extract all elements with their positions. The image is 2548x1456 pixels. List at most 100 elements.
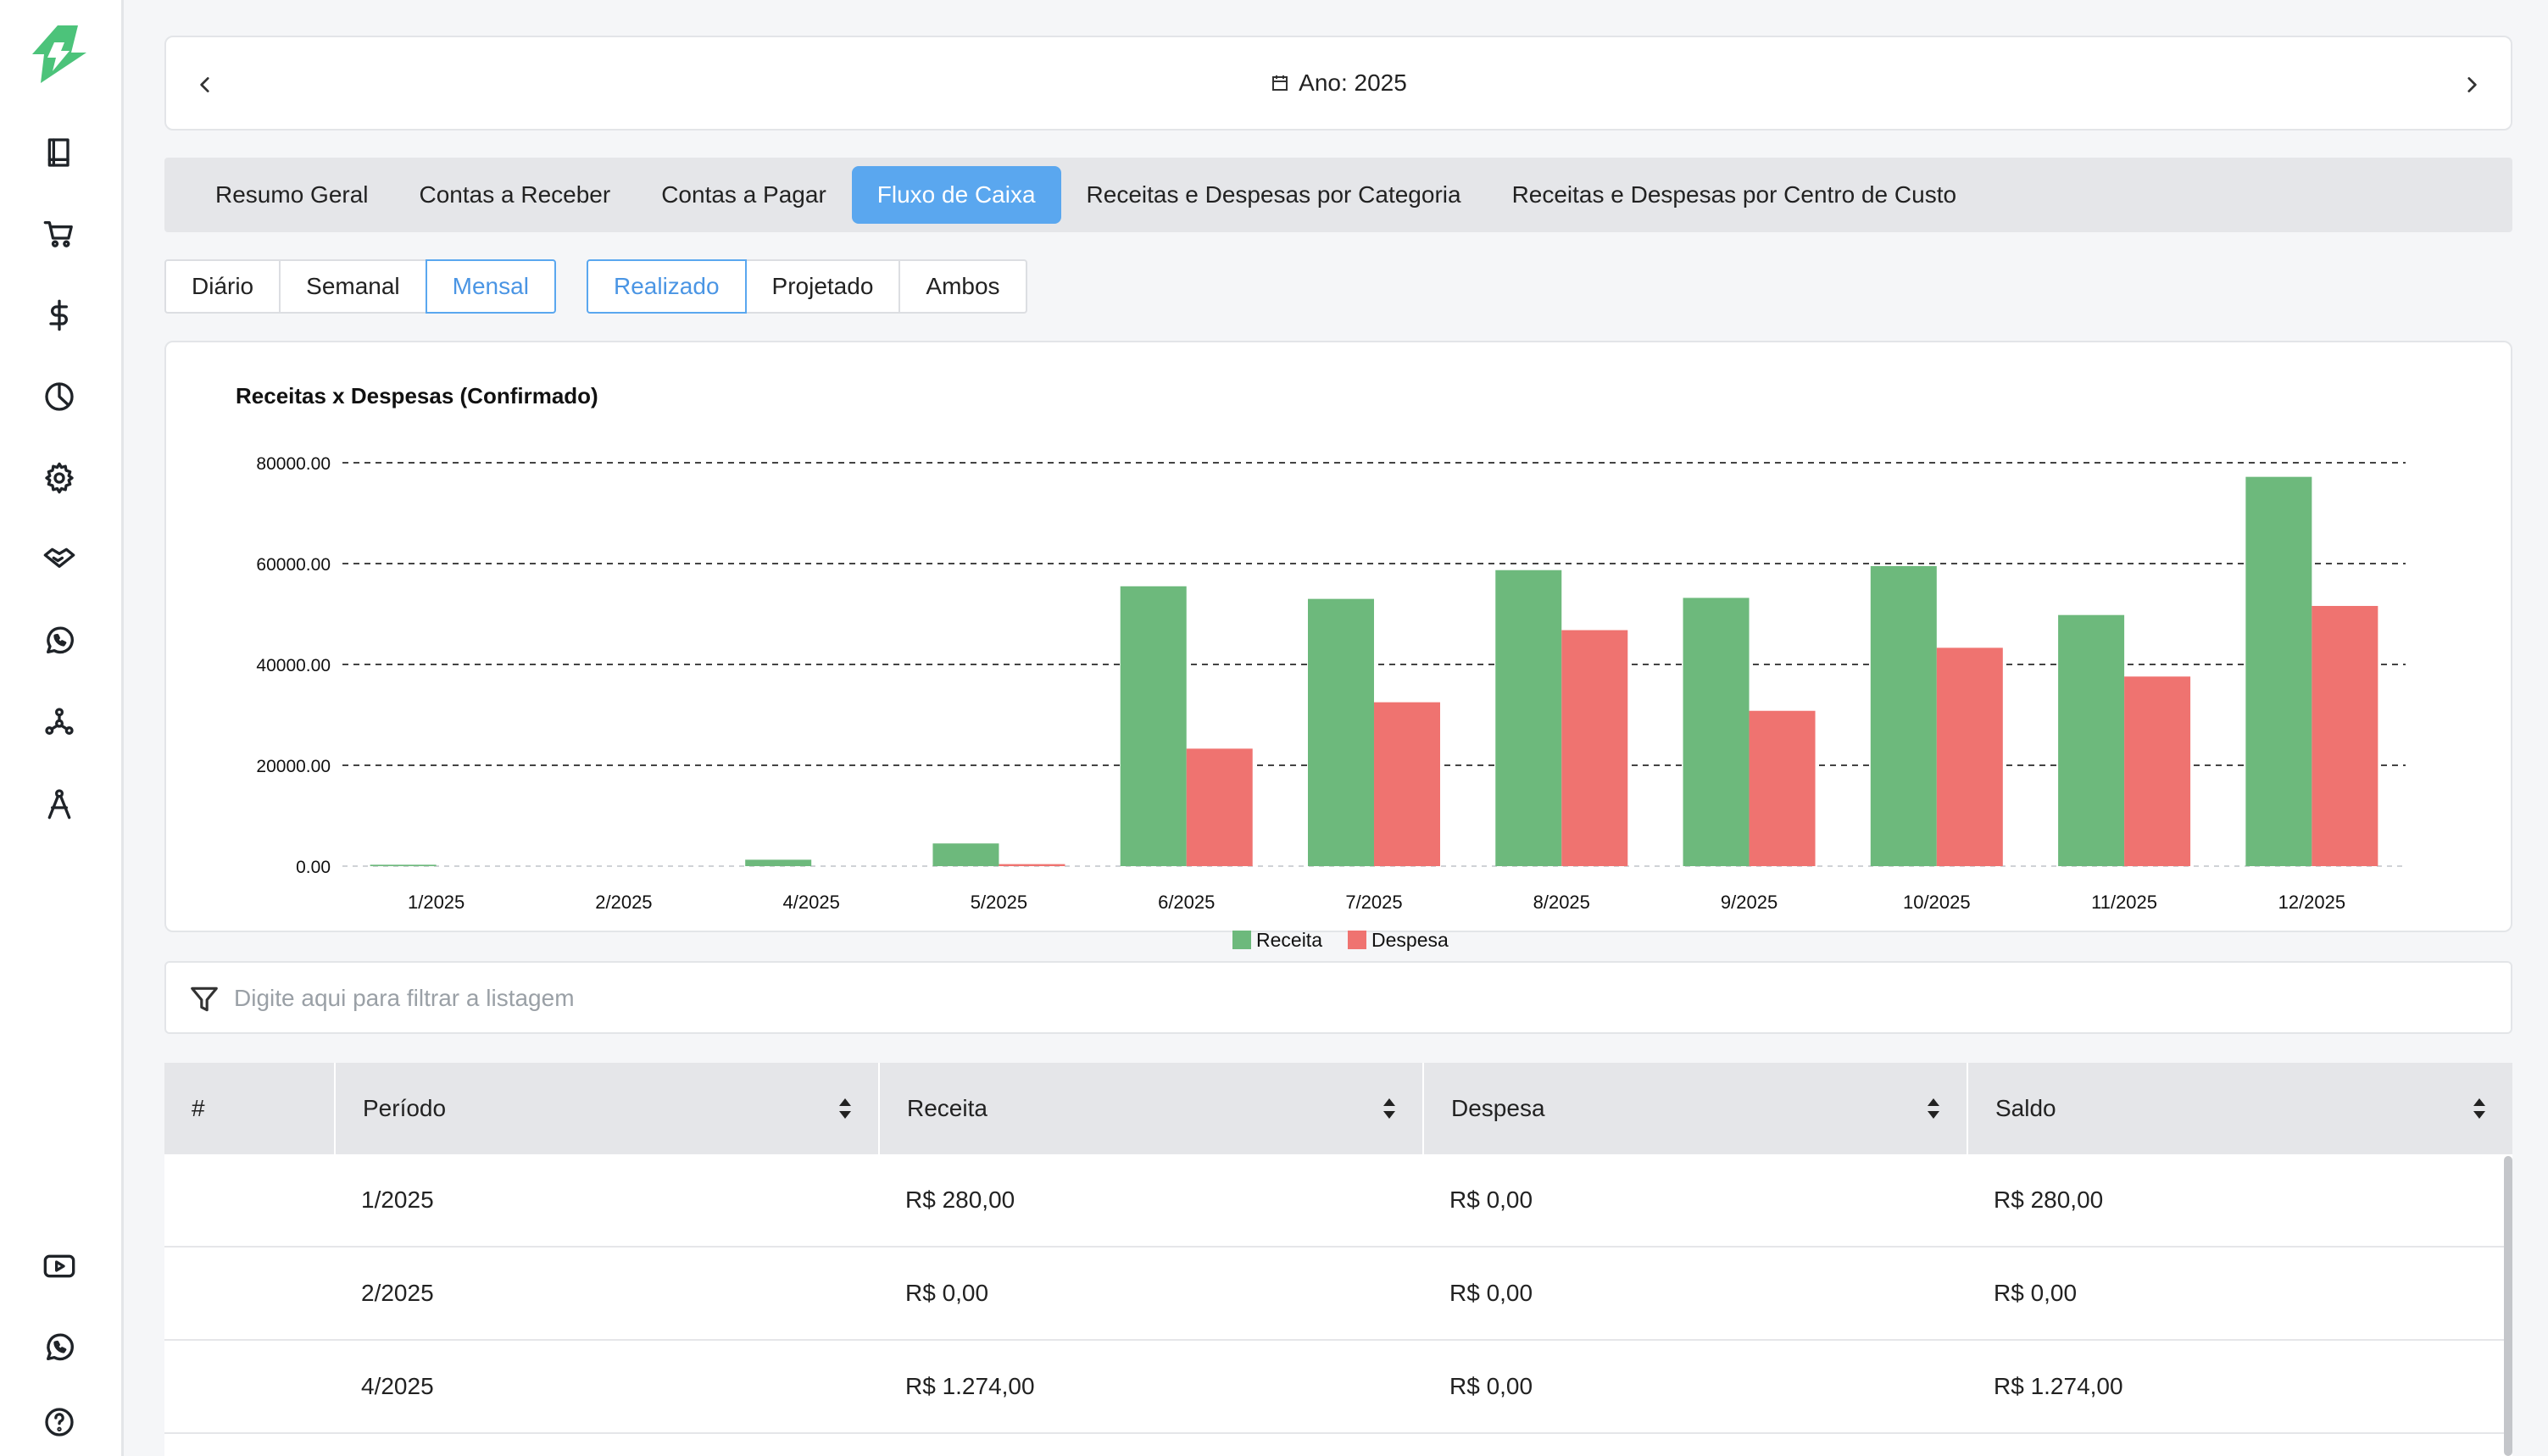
cell-saldo: R$ 1.274,00: [1994, 1373, 2123, 1399]
cell-saldo: R$ 0,00: [1994, 1280, 2078, 1306]
column-header-periodo[interactable]: Período: [334, 1063, 878, 1154]
cell-despesa: R$ 0,00: [1449, 1186, 1533, 1213]
youtube-icon[interactable]: [39, 1246, 80, 1287]
y-tick-label: 40000.00: [256, 656, 331, 675]
x-tick-label: 6/2025: [1158, 892, 1215, 913]
pie-chart-icon[interactable]: [39, 376, 80, 417]
tab-contas-a-receber[interactable]: Contas a Receber: [419, 181, 611, 208]
legend-label: Receita: [1256, 929, 1322, 951]
bar-receita: [1870, 565, 1937, 866]
mode-ambos-button[interactable]: Ambos: [898, 259, 1027, 314]
sidebar: [0, 0, 124, 1456]
mode-realizado-button[interactable]: Realizado: [587, 259, 747, 314]
column-header-index: #: [164, 1063, 334, 1154]
sort-icon[interactable]: [837, 1097, 853, 1120]
whatsapp-support-icon[interactable]: [39, 1327, 80, 1368]
sort-icon[interactable]: [1926, 1097, 1941, 1120]
bar-despesa: [1186, 748, 1253, 866]
bar-receita: [2058, 614, 2125, 866]
bar-receita: [1120, 586, 1187, 866]
x-tick-label: 10/2025: [1903, 892, 1971, 913]
table-row[interactable]: 1/2025 R$ 280,00 R$ 0,00 R$ 280,00: [164, 1154, 2512, 1248]
x-tick-label: 7/2025: [1345, 892, 1402, 913]
table-row[interactable]: 2/2025 R$ 0,00 R$ 0,00 R$ 0,00: [164, 1248, 2512, 1341]
help-icon[interactable]: [39, 1402, 80, 1442]
bar-despesa: [1374, 702, 1440, 866]
table-row[interactable]: [164, 1434, 2512, 1456]
cell-periodo: 1/2025: [361, 1186, 434, 1213]
x-tick-label: 2/2025: [595, 892, 652, 913]
dollar-icon[interactable]: [39, 295, 80, 336]
x-tick-label: 5/2025: [971, 892, 1027, 913]
cell-receita: R$ 280,00: [905, 1186, 1015, 1213]
chevron-right-icon: [2467, 77, 2477, 92]
sort-icon[interactable]: [1382, 1097, 1397, 1120]
filter-input[interactable]: [234, 975, 2489, 1022]
bar-receita: [370, 864, 437, 866]
previous-year-button[interactable]: [186, 66, 224, 103]
table-row[interactable]: 4/2025 R$ 1.274,00 R$ 0,00 R$ 1.274,00: [164, 1341, 2512, 1434]
book-icon[interactable]: [39, 132, 80, 173]
bar-despesa: [2124, 676, 2191, 866]
legend-swatch: [1232, 931, 1251, 949]
bar-receita: [1308, 598, 1374, 866]
report-tabs: Resumo Geral Contas a Receber Contas a P…: [164, 158, 2512, 232]
cell-saldo: R$ 280,00: [1994, 1186, 2104, 1213]
sort-icon[interactable]: [2472, 1097, 2487, 1120]
network-icon[interactable]: [39, 702, 80, 742]
x-tick-label: 8/2025: [1533, 892, 1590, 913]
x-tick-label: 12/2025: [2278, 892, 2346, 913]
compass-icon[interactable]: [39, 783, 80, 824]
tab-resumo-geral[interactable]: Resumo Geral: [215, 181, 369, 208]
bar-receita: [2245, 476, 2312, 866]
cart-icon[interactable]: [39, 214, 80, 254]
bar-receita: [745, 859, 812, 866]
filter-bar: [164, 961, 2512, 1034]
cell-periodo: 2/2025: [361, 1280, 434, 1306]
chevron-left-icon: [200, 77, 209, 92]
column-header-label: Saldo: [1995, 1095, 2056, 1121]
next-year-button[interactable]: [2453, 66, 2490, 103]
table-header: # Período Receita Despesa Saldo: [164, 1063, 2512, 1154]
period-mensal-button[interactable]: Mensal: [425, 259, 556, 314]
period-semanal-button[interactable]: Semanal: [279, 259, 427, 314]
cell-periodo: 4/2025: [361, 1373, 434, 1399]
chart-card: 0.00 20000.00 40000.00 60000.00 80000.00 1/20…: [164, 341, 2512, 951]
y-tick-label: 20000.00: [256, 757, 331, 776]
handshake-icon[interactable]: [39, 539, 80, 580]
year-label: Ano: 2025: [1270, 69, 1407, 97]
revenue-expense-chart: 0.00 20000.00 40000.00 60000.00 80000.00 1/20…: [256, 454, 2406, 951]
cell-receita: R$ 1.274,00: [905, 1373, 1035, 1399]
legend-label: Despesa: [1371, 929, 1449, 951]
y-tick-label: 80000.00: [256, 454, 331, 474]
column-header-label: Despesa: [1451, 1095, 1545, 1121]
whatsapp-icon[interactable]: [39, 620, 80, 661]
x-tick-label: 1/2025: [408, 892, 465, 913]
legend-swatch: [1348, 931, 1366, 949]
filter-icon: [191, 986, 218, 1012]
column-header-saldo[interactable]: Saldo: [1967, 1063, 2512, 1154]
period-selector: Diário Semanal Mensal: [164, 259, 556, 314]
bar-despesa: [1749, 710, 1816, 866]
chart-title: Receitas x Despesas (Confirmado): [236, 383, 598, 408]
bar-receita: [1683, 597, 1750, 866]
column-header-label: #: [192, 1095, 205, 1121]
y-tick-label: 0.00: [296, 858, 331, 877]
bar-despesa: [2312, 605, 2378, 866]
cash-flow-table: # Período Receita Despesa Saldo 1/2025 R…: [164, 1063, 2512, 1456]
app-logo-icon[interactable]: [25, 24, 93, 85]
tab-contas-a-pagar[interactable]: Contas a Pagar: [661, 181, 826, 208]
table-scrollbar[interactable]: [2504, 1156, 2512, 1456]
column-header-despesa[interactable]: Despesa: [1422, 1063, 1967, 1154]
bar-receita: [932, 843, 999, 866]
tab-receitas-despesas-centro-custo[interactable]: Receitas e Despesas por Centro de Custo: [1511, 181, 1957, 208]
bar-despesa: [1561, 630, 1628, 866]
mode-projetado-button[interactable]: Projetado: [744, 259, 901, 314]
tab-fluxo-de-caixa[interactable]: Fluxo de Caixa: [851, 166, 1061, 224]
bar-despesa: [1936, 647, 2003, 866]
column-header-receita[interactable]: Receita: [878, 1063, 1422, 1154]
calendar-icon: [1272, 75, 1288, 91]
gear-icon[interactable]: [39, 458, 80, 498]
period-diario-button[interactable]: Diário: [164, 259, 281, 314]
tab-receitas-despesas-categoria[interactable]: Receitas e Despesas por Categoria: [1086, 181, 1461, 208]
